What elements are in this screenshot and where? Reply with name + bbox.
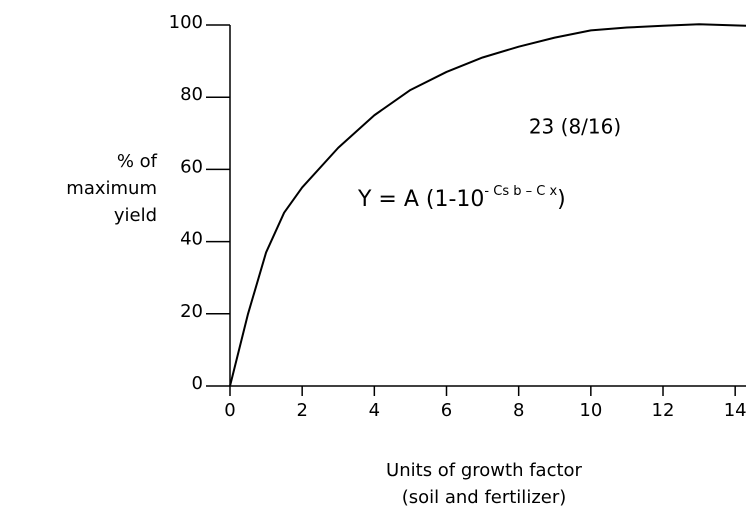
- equation-base: Y = A (1-10: [357, 187, 484, 212]
- x-axis-label: Units of growth factor: [386, 460, 582, 481]
- x-tick-label: 14: [724, 400, 747, 421]
- y-tick-label: 80: [180, 84, 203, 105]
- y-tick-label: 20: [180, 301, 203, 322]
- equation: Y = A (1-10- Cs b – C x): [357, 184, 566, 213]
- y-axis-label: yield: [114, 205, 157, 226]
- equation-close: ): [557, 187, 566, 212]
- y-tick-label: 100: [169, 12, 203, 33]
- x-tick-label: 10: [579, 400, 602, 421]
- x-tick-label: 2: [296, 400, 307, 421]
- line-series: [229, 23, 747, 387]
- y-tick-label: 0: [192, 373, 203, 394]
- y-axis-label: % of: [117, 151, 158, 172]
- x-tick-label: 8: [513, 400, 524, 421]
- x-tick-label: 12: [652, 400, 675, 421]
- x-tick-label: 6: [441, 400, 452, 421]
- annotation: 23 (8/16): [529, 115, 621, 139]
- y-tick-label: 40: [180, 229, 203, 250]
- x-tick-label: 4: [369, 400, 380, 421]
- equation-exponent: - Cs b – C x: [484, 184, 557, 199]
- x-tick-label: 0: [224, 400, 235, 421]
- x-axis-label: (soil and fertilizer): [402, 487, 567, 508]
- y-axis-label: maximum: [66, 178, 157, 199]
- y-tick-label: 60: [180, 156, 203, 177]
